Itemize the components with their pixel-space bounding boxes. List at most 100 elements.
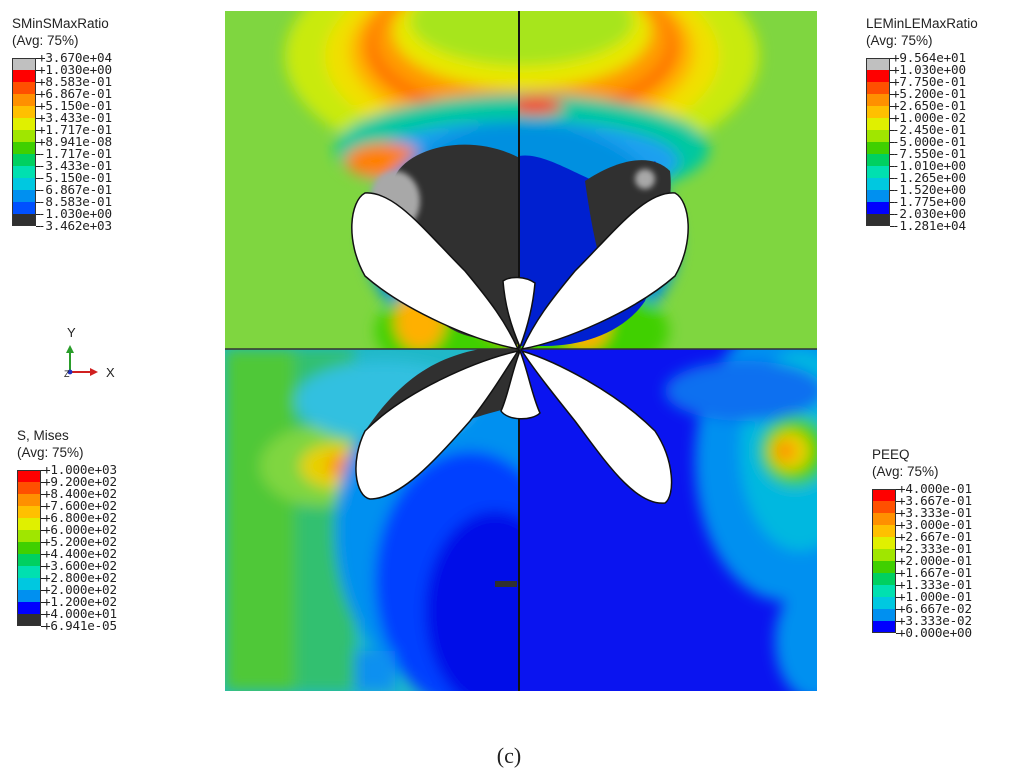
legend-tick	[36, 214, 40, 215]
legend-swatch	[12, 190, 36, 202]
legend-tick	[41, 602, 45, 603]
legend-tick	[36, 58, 40, 59]
legend-tick-label: +1.030e+00	[38, 62, 112, 77]
legend-subtitle: (Avg: 75%)	[17, 445, 84, 460]
legend-swatch	[17, 602, 41, 614]
leminlemax-ratio-legend: LEMinLEMaxRatio (Avg: 75%) +9.564e+01 +1.…	[866, 15, 1016, 232]
legend-tick	[36, 130, 40, 131]
legend-tick	[890, 214, 894, 215]
legend-swatch	[872, 597, 896, 609]
triad-x-arrowhead	[90, 368, 98, 376]
legend-tick	[896, 597, 900, 598]
legend-tick-label: -1.030e+00	[38, 206, 112, 221]
legend-tick-label: +3.667e-01	[898, 493, 972, 508]
legend-tick-label: +3.600e+02	[43, 558, 117, 573]
legend-swatch	[866, 214, 890, 226]
legend-tick-label: +2.333e-01	[898, 541, 972, 556]
legend-swatch	[866, 166, 890, 178]
legend-tick	[36, 202, 40, 203]
legend-scale: +1.000e+03 +9.200e+02 +8.400e+02 +7.600e+02…	[17, 463, 167, 633]
legend-frame	[17, 470, 41, 626]
legend-tick-label: +8.400e+02	[43, 486, 117, 501]
legend-swatch	[12, 202, 36, 214]
legend-tick-label: +2.667e-01	[898, 529, 972, 544]
legend-tick	[41, 626, 45, 627]
legend-tick	[36, 178, 40, 179]
legend-tick	[896, 609, 900, 610]
petal-upper-left	[351, 192, 520, 351]
legend-tick-label: +8.583e-01	[38, 74, 112, 89]
legend-swatch	[866, 82, 890, 94]
legend-tick-label: +4.000e+01	[43, 606, 117, 621]
legend-tick	[36, 166, 40, 167]
legend-swatch	[866, 70, 890, 82]
legend-tick-label: +3.000e-01	[898, 517, 972, 532]
legend-swatch	[12, 82, 36, 94]
legend-tick	[890, 130, 894, 131]
legend-swatch	[872, 609, 896, 621]
legend-swatch	[872, 525, 896, 537]
triad-z-label: Z	[64, 369, 70, 379]
legend-tick-label: +3.433e-01	[38, 110, 112, 125]
legend-tick-label: +1.030e+00	[892, 62, 966, 77]
triad-z-axis	[67, 369, 73, 375]
legend-swatch	[866, 118, 890, 130]
legend-title: LEMinLEMaxRatio	[866, 16, 978, 31]
legend-tick-label: +3.333e-01	[898, 505, 972, 520]
legend-swatch	[12, 142, 36, 154]
legend-swatch	[872, 585, 896, 597]
legend-swatch	[17, 614, 41, 626]
legend-tick-label: -1.281e+04	[892, 218, 966, 233]
legend-tick-label: +7.600e+02	[43, 498, 117, 513]
petal-upper-right	[520, 192, 689, 351]
legend-frame	[872, 489, 896, 633]
legend-tick	[890, 166, 894, 167]
legend-swatch	[12, 70, 36, 82]
legend-tick	[36, 94, 40, 95]
legend-tick-label: +3.333e-02	[898, 613, 972, 628]
legend-tick-label: -7.550e-01	[892, 146, 966, 161]
legend-swatch	[12, 118, 36, 130]
legend-scale: +9.564e+01 +1.030e+00 +7.750e-01 +5.200e-01…	[866, 51, 1016, 233]
legend-tick	[41, 506, 45, 507]
legend-tick-label: +0.000e+00	[898, 625, 972, 640]
legend-subtitle: (Avg: 75%)	[866, 33, 933, 48]
legend-swatch	[872, 561, 896, 573]
legend-swatch	[12, 130, 36, 142]
legend-tick-label: -3.462e+03	[38, 218, 112, 233]
legend-tick	[896, 633, 900, 634]
legend-tick-label: +1.000e-02	[892, 110, 966, 125]
legend-tick-label: -8.583e-01	[38, 194, 112, 209]
legend-tick	[890, 58, 894, 59]
legend-swatch	[12, 58, 36, 70]
petal-lower-left	[355, 349, 520, 500]
legend-tick	[36, 142, 40, 143]
legend-swatch	[866, 130, 890, 142]
triad-y-label: Y	[67, 325, 76, 340]
legend-frame	[866, 58, 890, 226]
legend-tick	[890, 226, 894, 227]
legend-tick	[41, 530, 45, 531]
legend-tick-label: -1.717e-01	[38, 146, 112, 161]
petal-bottom	[500, 348, 541, 420]
legend-swatch	[17, 590, 41, 602]
legend-swatch	[12, 214, 36, 226]
legend-tick-label: -1.520e+00	[892, 182, 966, 197]
legend-tick-label: +3.670e+04	[38, 50, 112, 65]
legend-swatch	[872, 537, 896, 549]
legend-tick-label: +2.000e+02	[43, 582, 117, 597]
legend-tick-label: +6.941e-05	[43, 618, 117, 633]
legend-tick-label: +2.000e-01	[898, 553, 972, 568]
legend-swatch	[872, 501, 896, 513]
legend-swatch	[866, 106, 890, 118]
legend-scale: +3.670e+04 +1.030e+00 +8.583e-01 +6.867e-01…	[12, 50, 162, 233]
legend-tick-label: +9.200e+02	[43, 474, 117, 489]
legend-swatch	[17, 542, 41, 554]
legend-tick-label: +1.333e-01	[898, 577, 972, 592]
coordinate-triad: Y Z X	[64, 325, 115, 380]
legend-swatch	[12, 166, 36, 178]
legend-tick-label: +1.667e-01	[898, 565, 972, 580]
legend-tick	[896, 561, 900, 562]
legend-tick-label: -3.433e-01	[38, 158, 112, 173]
legend-tick-label: +6.667e-02	[898, 601, 972, 616]
